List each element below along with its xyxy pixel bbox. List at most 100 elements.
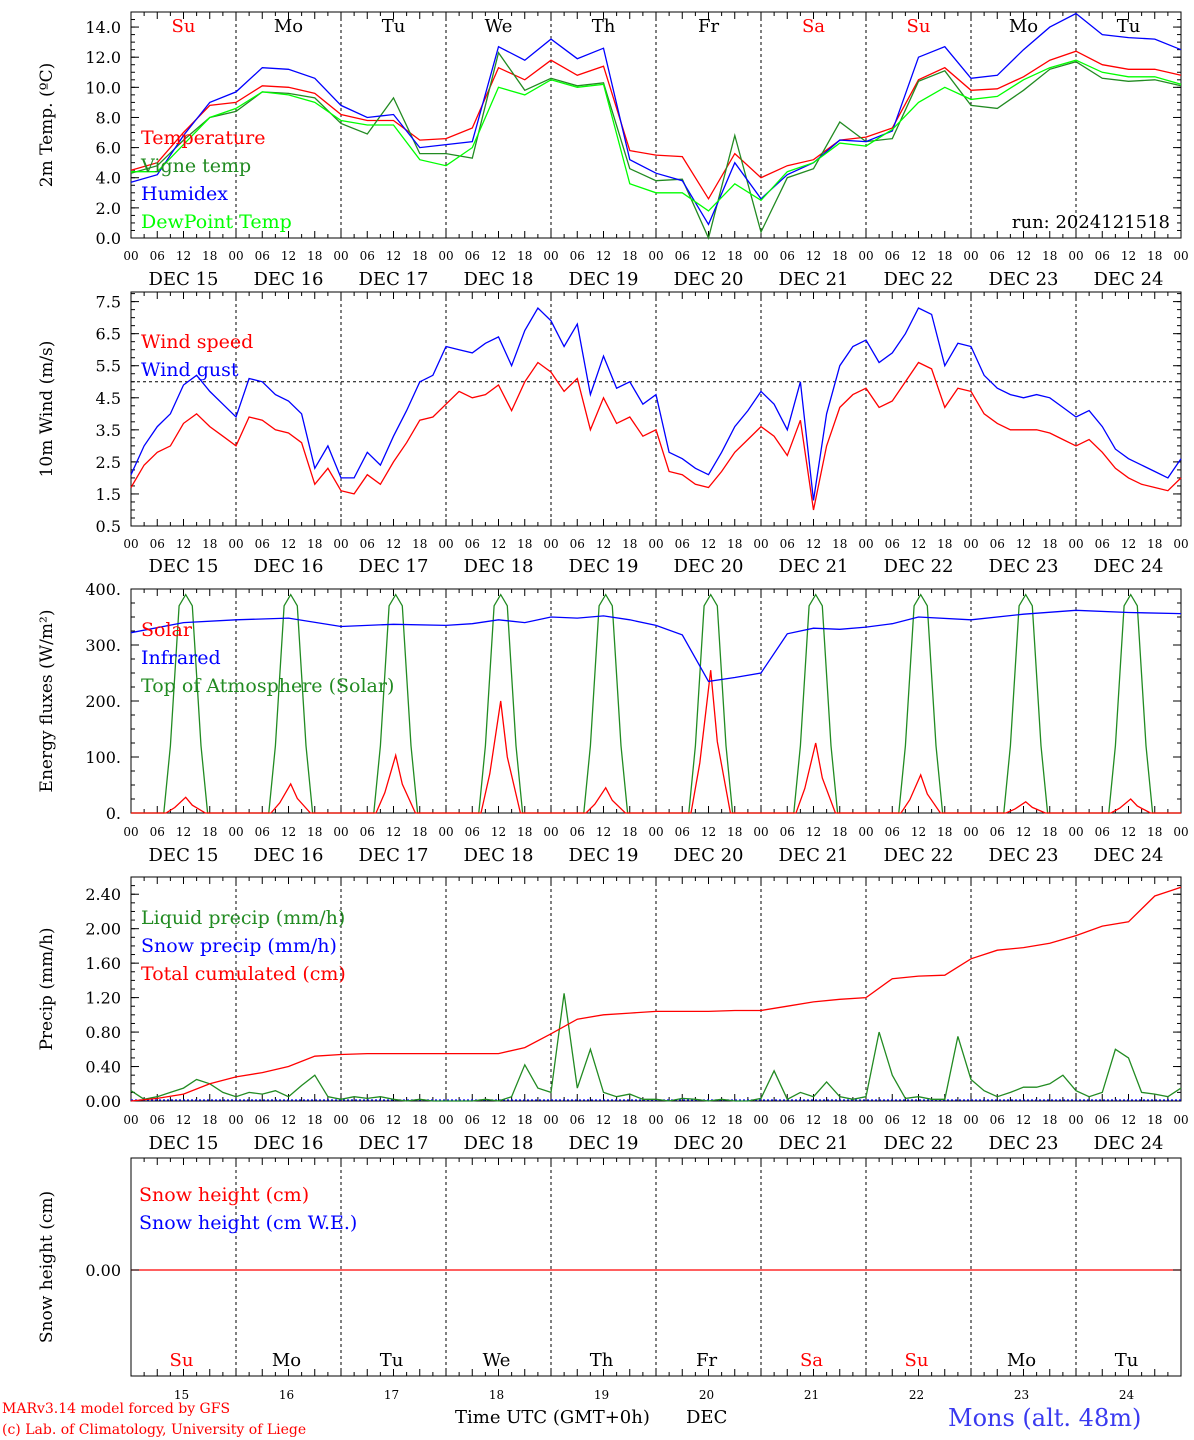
y-tick-label: 100. bbox=[85, 748, 121, 767]
legend-item: Vigne temp bbox=[140, 155, 251, 177]
hour-tick-label: 12 bbox=[596, 1113, 611, 1127]
hour-tick-label: 06 bbox=[885, 1113, 900, 1127]
hour-tick-label: 12 bbox=[1016, 249, 1031, 263]
hour-tick-label: 12 bbox=[491, 1113, 506, 1127]
series-line bbox=[130, 886, 1182, 1102]
hour-tick-label: 00 bbox=[1173, 537, 1188, 551]
hour-tick-label: 06 bbox=[885, 537, 900, 551]
date-label: DEC 17 bbox=[359, 1133, 429, 1154]
hour-tick-label: 18 bbox=[412, 537, 427, 551]
hour-tick-label: 12 bbox=[1121, 1113, 1136, 1127]
y-tick-label: 8.0 bbox=[96, 108, 121, 127]
run-annotation: run: 2024121518 bbox=[1012, 212, 1170, 233]
y-tick-label: 0.0 bbox=[96, 229, 121, 248]
day-name: We bbox=[485, 16, 513, 37]
day-number: 15 bbox=[174, 1388, 189, 1402]
hour-tick-label: 06 bbox=[780, 249, 795, 263]
hour-tick-label: 12 bbox=[491, 249, 506, 263]
legend-item: Snow precip (mm/h) bbox=[141, 935, 337, 957]
hour-tick-label: 06 bbox=[150, 1113, 165, 1127]
hour-tick-label: 06 bbox=[780, 537, 795, 551]
hour-tick-label: 12 bbox=[386, 825, 401, 839]
date-label: DEC 18 bbox=[464, 845, 534, 866]
hour-tick-label: 18 bbox=[1147, 825, 1162, 839]
date-label: DEC 21 bbox=[779, 845, 849, 866]
legend-item: Humidex bbox=[141, 183, 228, 205]
hour-tick-label: 00 bbox=[123, 249, 138, 263]
hour-tick-label: 12 bbox=[701, 249, 716, 263]
hour-tick-label: 12 bbox=[911, 825, 926, 839]
date-label: DEC 19 bbox=[569, 556, 639, 577]
hour-tick-label: 06 bbox=[255, 1113, 270, 1127]
date-label: DEC 21 bbox=[779, 1133, 849, 1154]
hour-tick-label: 12 bbox=[281, 1113, 296, 1127]
hour-tick-label: 06 bbox=[465, 825, 480, 839]
hour-tick-label: 00 bbox=[123, 825, 138, 839]
hour-tick-label: 00 bbox=[333, 537, 348, 551]
hour-tick-label: 00 bbox=[753, 1113, 768, 1127]
hour-tick-label: 12 bbox=[911, 1113, 926, 1127]
infrared-line bbox=[130, 609, 1182, 683]
hour-tick-label: 00 bbox=[1173, 825, 1188, 839]
date-label: DEC 18 bbox=[464, 556, 534, 577]
legend-item: Solar bbox=[141, 619, 193, 641]
hour-tick-label: 18 bbox=[202, 249, 217, 263]
hour-tick-label: 18 bbox=[307, 249, 322, 263]
hour-tick-label: 18 bbox=[1042, 537, 1057, 551]
hour-tick-label: 12 bbox=[806, 1113, 821, 1127]
date-label: DEC 20 bbox=[674, 1133, 744, 1154]
hour-tick-label: 06 bbox=[360, 1113, 375, 1127]
date-label: DEC 23 bbox=[989, 556, 1059, 577]
day-number: 20 bbox=[699, 1388, 714, 1402]
date-label: DEC 17 bbox=[359, 556, 429, 577]
hour-tick-label: 12 bbox=[1121, 825, 1136, 839]
date-label: DEC 23 bbox=[989, 845, 1059, 866]
y-tick-label: 0.00 bbox=[85, 1092, 121, 1111]
hour-tick-label: 12 bbox=[281, 825, 296, 839]
date-label: DEC 18 bbox=[464, 1133, 534, 1154]
hour-tick-label: 00 bbox=[963, 249, 978, 263]
date-label: DEC 16 bbox=[254, 1133, 324, 1154]
hour-tick-label: 00 bbox=[123, 537, 138, 551]
y-tick-label: 6.0 bbox=[96, 139, 121, 158]
date-label: DEC 15 bbox=[149, 269, 219, 290]
date-label: DEC 16 bbox=[254, 269, 324, 290]
hour-tick-label: 18 bbox=[517, 1113, 532, 1127]
day-name: Mo bbox=[1009, 16, 1038, 37]
hour-tick-label: 18 bbox=[202, 1113, 217, 1127]
day-name: Tu bbox=[1115, 1350, 1139, 1371]
hour-tick-label: 06 bbox=[255, 249, 270, 263]
date-label: DEC 24 bbox=[1094, 1133, 1164, 1154]
y-tick-label: 0.5 bbox=[96, 517, 121, 536]
hour-tick-label: 00 bbox=[123, 1113, 138, 1127]
date-label: DEC 23 bbox=[989, 1133, 1059, 1154]
date-label: DEC 18 bbox=[464, 269, 534, 290]
hour-tick-label: 12 bbox=[176, 1113, 191, 1127]
day-number: 16 bbox=[279, 1388, 294, 1402]
hour-tick-label: 06 bbox=[570, 1113, 585, 1127]
legend-item: Infrared bbox=[141, 647, 221, 669]
hour-tick-label: 18 bbox=[1147, 249, 1162, 263]
day-number: 23 bbox=[1014, 1388, 1029, 1402]
hour-tick-label: 18 bbox=[412, 825, 427, 839]
date-label: DEC 15 bbox=[149, 556, 219, 577]
hour-tick-label: 06 bbox=[1095, 825, 1110, 839]
hour-tick-label: 00 bbox=[543, 249, 558, 263]
panel-1: 0.5 1.5 2.5 3.5 4.5 5.5 6.5 7.5 10m Wind (m/s) Wi… bbox=[37, 291, 1189, 577]
hour-tick-label: 06 bbox=[1095, 249, 1110, 263]
hour-tick-label: 18 bbox=[937, 537, 952, 551]
hour-tick-label: 18 bbox=[412, 249, 427, 263]
hour-tick-label: 06 bbox=[885, 825, 900, 839]
series-line bbox=[130, 51, 1182, 240]
legend-item: Total cumulated (cm) bbox=[141, 963, 346, 985]
hour-tick-label: 18 bbox=[937, 249, 952, 263]
y-tick-label: 1.5 bbox=[96, 485, 121, 504]
hour-tick-label: 18 bbox=[727, 537, 742, 551]
date-label: DEC 19 bbox=[569, 1133, 639, 1154]
hour-tick-label: 12 bbox=[176, 249, 191, 263]
date-label: DEC 21 bbox=[779, 269, 849, 290]
day-name: Tu bbox=[380, 1350, 404, 1371]
hour-tick-label: 00 bbox=[438, 537, 453, 551]
y-tick-label: 2.0 bbox=[96, 199, 121, 218]
date-label: DEC 24 bbox=[1094, 845, 1164, 866]
